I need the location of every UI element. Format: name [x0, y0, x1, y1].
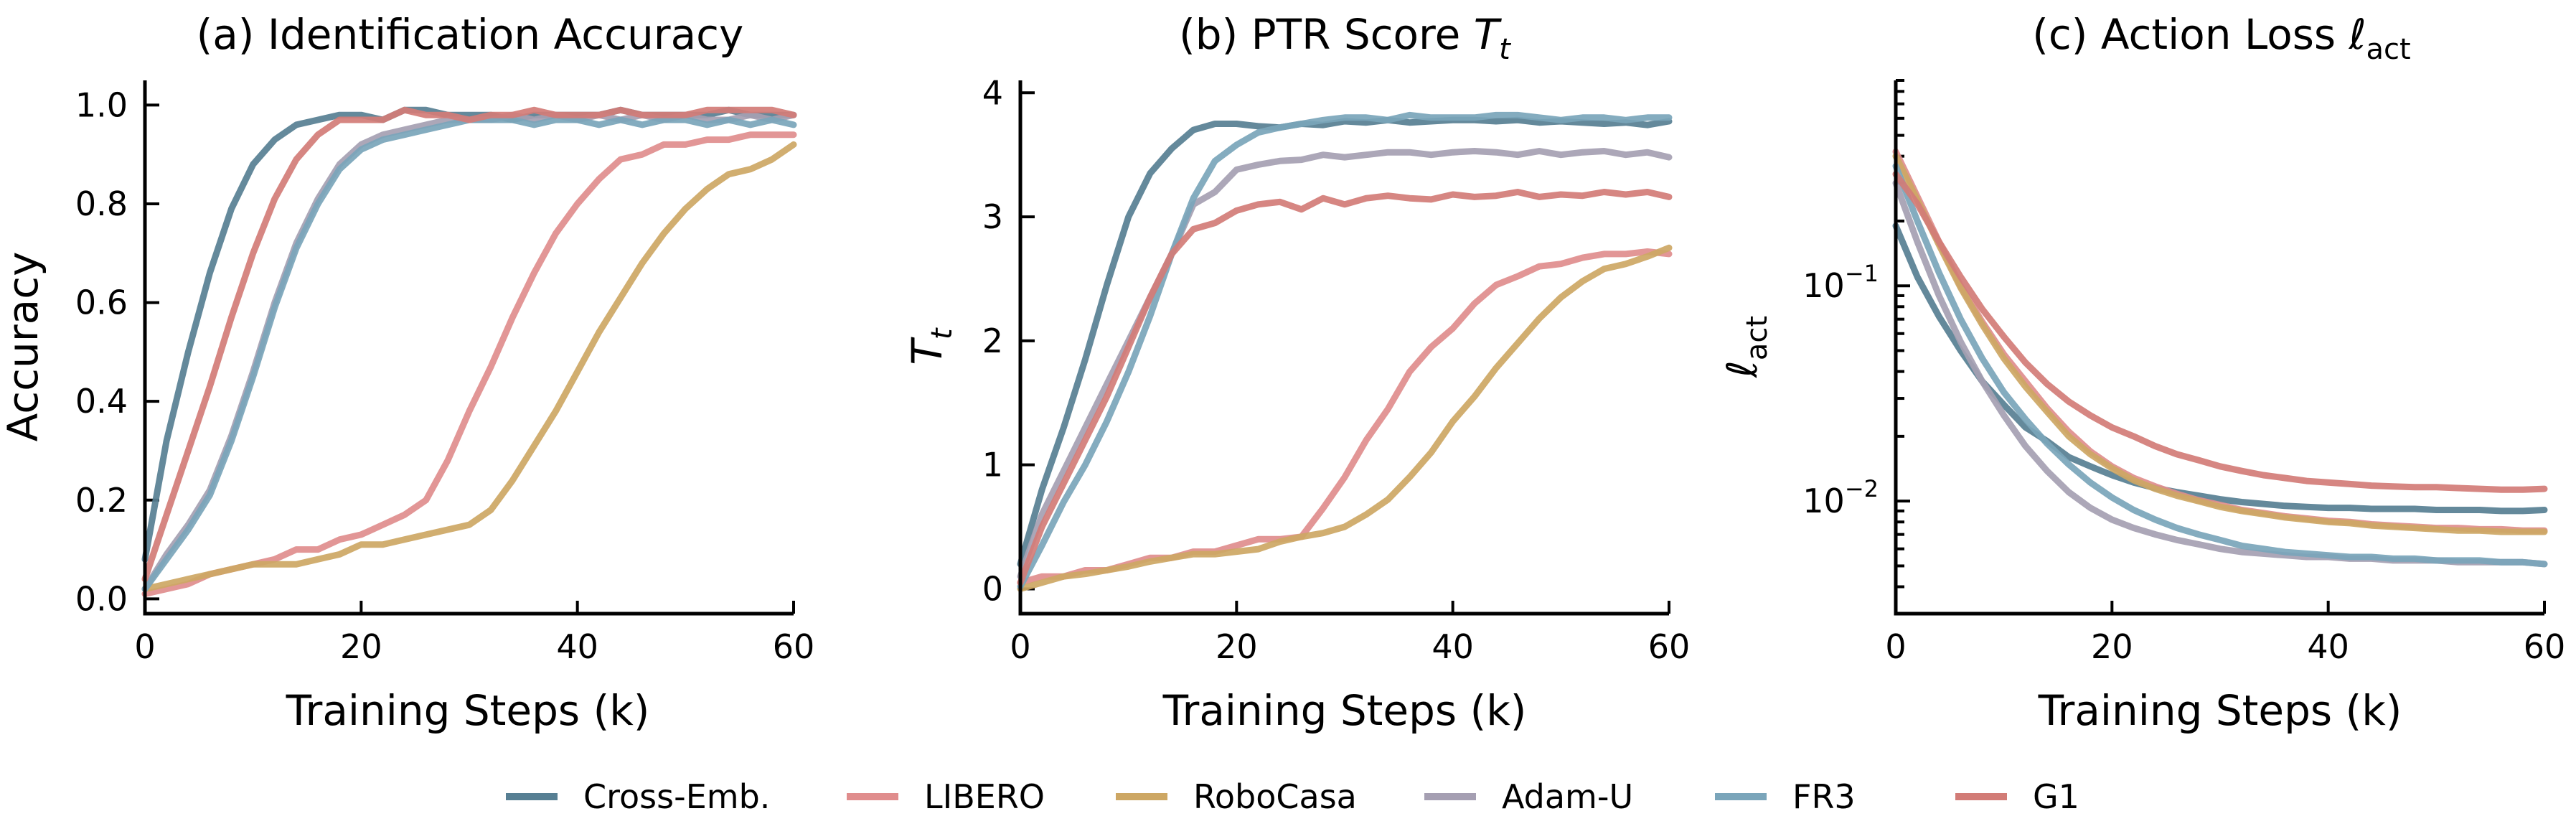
panel-a-xtick-label: 20 — [340, 627, 382, 666]
panel-b-axes-spine — [1018, 80, 1669, 616]
panel-a-ytick-label: 1.0 — [75, 85, 128, 124]
panel-a-line-g1 — [141, 106, 797, 583]
panel-c-xtick-label: 0 — [1885, 627, 1906, 666]
panel-b-ytick-label: 1 — [982, 446, 1003, 484]
panel-ptr-score: (b) PTR Score Tt Training Steps (k) Tt 0… — [903, 10, 1690, 735]
panel-b-ytick-label: 4 — [982, 73, 1003, 112]
legend-label: FR3 — [1792, 777, 1856, 816]
panel-c-xlabel: Training Steps (k) — [2038, 686, 2402, 735]
panel-c-line-g1 — [1892, 171, 2548, 493]
panel-b-ylabel-sub: t — [926, 327, 959, 339]
panel-b-xtick-label: 60 — [1648, 627, 1691, 666]
panel-a-xlabel: Training Steps (k) — [286, 686, 650, 735]
legend-label: Cross-Emb. — [583, 777, 770, 816]
panel-c-xtick-label: 60 — [2524, 627, 2566, 666]
legend-item: Adam-U — [1424, 777, 1633, 816]
panel-a-ytick-label: 0.2 — [75, 481, 128, 520]
legend-item: FR3 — [1715, 777, 1856, 816]
panel-b-xtick-label: 20 — [1216, 627, 1258, 666]
panel-identification-accuracy: (a) Identification Accuracy Training Ste… — [0, 10, 814, 735]
panel-a-line-robocasa — [141, 141, 797, 593]
panel-c-title-sub: act — [2366, 33, 2411, 66]
panel-a-ylabel: Accuracy — [0, 252, 47, 442]
panel-b-ylabel-symbol: T — [903, 337, 951, 365]
panel-a-ytick-label: 0.8 — [75, 184, 128, 223]
legend-label: Adam-U — [1502, 777, 1633, 816]
panel-c-ytick-label: 10−1 — [1802, 260, 1879, 305]
panel-b-ytick-label: 2 — [982, 322, 1003, 360]
panel-c-line-cross-emb — [1892, 222, 2548, 515]
panel-c-line-fr3 — [1892, 162, 2548, 568]
panel-c-title: (c) Action Loss ℓact — [2032, 10, 2410, 66]
panel-a-xtick-label: 0 — [134, 627, 155, 666]
panel-b-line-cross-emb — [1017, 116, 1673, 568]
panel-b-xtick-label: 40 — [1432, 627, 1474, 666]
panel-c-lines — [1892, 148, 2548, 568]
panel-a-ticks: 0 20 40 60 0.0 0.2 0.4 0.6 0.8 1.0 — [75, 85, 814, 666]
panel-c-axes-spine — [1894, 80, 2544, 616]
panel-b-ytick-label: 0 — [982, 569, 1003, 608]
panel-a-xtick-label: 60 — [773, 627, 815, 666]
panel-a-xtick-label: 40 — [556, 627, 598, 666]
panel-c-ytick-label: 10−2 — [1802, 475, 1879, 520]
legend-label: LIBERO — [924, 777, 1045, 816]
panel-b-ytick-label: 3 — [982, 197, 1003, 236]
panel-c-title-symbol: ℓ — [2349, 10, 2366, 59]
legend-item: Cross-Emb. — [506, 777, 770, 816]
panel-b-ylabel: Tt — [903, 327, 959, 365]
panel-c-ylabel-sub: act — [1741, 316, 1774, 360]
panel-b-title-main: (b) PTR Score — [1179, 10, 1474, 59]
legend-item: G1 — [1955, 777, 2079, 816]
panel-b-xtick-label: 0 — [1010, 627, 1030, 666]
panel-b-title-symbol: T — [1474, 10, 1503, 59]
panel-a-ytick-label: 0.6 — [75, 284, 128, 322]
panel-b-line-g1 — [1017, 189, 1673, 586]
panel-b-title-sub: t — [1499, 33, 1511, 66]
legend-item: RoboCasa — [1116, 777, 1357, 816]
panel-c-xtick-label: 20 — [2091, 627, 2133, 666]
panel-action-loss: (c) Action Loss ℓact Training Steps (k) … — [1718, 10, 2565, 735]
panel-a-axes-spine — [143, 80, 794, 616]
panel-c-ylabel: ℓact — [1718, 316, 1774, 378]
panel-b-line-fr3 — [1017, 111, 1673, 590]
legend-item: LIBERO — [847, 777, 1045, 816]
legend-label: G1 — [2033, 777, 2079, 816]
panel-a-line-cross-emb — [141, 106, 797, 563]
panel-a-lines — [141, 106, 797, 597]
panel-a-ytick-label: 0.4 — [75, 382, 128, 421]
panel-c-ticks: 0 20 40 60 10−2 10−1 — [1802, 79, 2566, 666]
legend: Cross-Emb. LIBERO RoboCasa Adam-U FR3 G1 — [506, 777, 2079, 816]
panel-b-title: (b) PTR Score Tt — [1179, 10, 1511, 66]
legend-label: RoboCasa — [1193, 777, 1357, 816]
panel-b-xlabel: Training Steps (k) — [1162, 686, 1527, 735]
panel-b-lines — [1017, 111, 1673, 592]
panel-a-title: (a) Identification Accuracy — [197, 10, 744, 59]
panel-c-title-main: (c) Action Loss — [2032, 10, 2349, 59]
panel-b-line-libero — [1017, 248, 1673, 586]
panel-b-line-robocasa — [1017, 244, 1673, 592]
panel-c-line-robocasa — [1892, 153, 2548, 535]
panel-a-ytick-label: 0.0 — [75, 579, 128, 618]
panel-b-ticks: 0 20 40 60 0 1 2 3 4 — [982, 73, 1691, 666]
panel-c-ylabel-symbol: ℓ — [1718, 360, 1767, 378]
panel-c-xtick-label: 40 — [2307, 627, 2349, 666]
